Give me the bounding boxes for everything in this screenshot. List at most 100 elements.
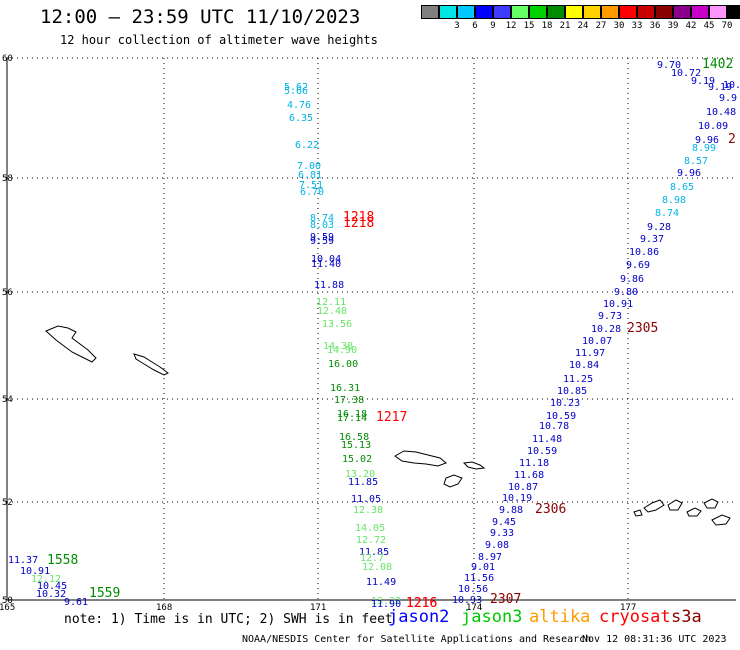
wave-height-label: 8.65 — [670, 182, 694, 193]
island-outline — [711, 514, 731, 526]
wave-height-label: 14.90 — [327, 345, 357, 356]
legend-label: 9 — [490, 21, 496, 31]
wave-height-label: 7.51 — [299, 180, 323, 191]
legend-label: 6 — [472, 21, 478, 31]
page-title: 12:00 – 23:59 UTC 11/10/2023 — [40, 6, 361, 28]
wave-height-label: 5.66 — [284, 86, 308, 97]
wave-height-label: 10.87 — [508, 482, 538, 493]
wave-height-label: 6.70 — [300, 187, 324, 198]
wave-height-label: 11.25 — [563, 374, 593, 385]
wave-height-label: 9.96 — [695, 135, 719, 146]
wave-height-label: 8.99 — [692, 143, 716, 154]
wave-height-label: 12.11 — [316, 297, 346, 308]
wave-height-label: 11.18 — [519, 458, 549, 469]
wave-height-label: 14.05 — [355, 523, 385, 534]
wave-height-label: 16.58 — [339, 432, 369, 443]
island-outline — [394, 450, 447, 467]
coastlines — [45, 325, 731, 526]
satellite-name: altika — [529, 607, 591, 627]
legend-swatch — [439, 5, 457, 19]
wave-height-label: 6.22 — [295, 140, 319, 151]
island-outline — [443, 474, 463, 488]
lon-tick-label: 171 — [310, 603, 326, 613]
wave-height-label: 8.74 — [310, 213, 334, 224]
wave-height-label: 16.00 — [328, 359, 358, 370]
legend-swatch — [727, 5, 740, 19]
wave-height-label: 11.85 — [359, 547, 389, 558]
legend-label: 3 — [454, 21, 460, 31]
pass-time-label: 2 — [728, 132, 736, 147]
wave-height-label: 10.07 — [582, 336, 612, 347]
pass-time-label: 1218 — [343, 216, 374, 231]
legend-swatch — [511, 5, 529, 19]
wave-height-label: 11.40 — [311, 259, 341, 270]
wave-height-label: 13.20 — [345, 469, 375, 480]
wave-height-label: 12.08 — [362, 562, 392, 573]
pass-time-label: 2307 — [490, 592, 521, 607]
wave-height-label: 8.03 — [310, 220, 334, 231]
legend-swatches — [421, 5, 740, 19]
wave-height-label: 10.04 — [311, 254, 341, 265]
pass-time-label: 1402 — [702, 57, 733, 72]
wave-height-label: 10.91 — [20, 566, 50, 577]
wave-height-label: 17.14 — [337, 413, 367, 424]
wave-height-label: 11.68 — [514, 470, 544, 481]
legend-swatch — [673, 5, 691, 19]
legend-label: 27 — [595, 21, 607, 31]
satellite-name: jason3 — [461, 607, 523, 627]
wave-height-label: 9.70 — [657, 60, 681, 71]
wave-height-label: 17.38 — [334, 395, 364, 406]
wave-height-label: 10.72 — [671, 68, 701, 79]
wave-height-label: 9.08 — [485, 540, 509, 551]
satellite-name: s3a — [671, 607, 702, 627]
satellite-name: cryosat — [599, 607, 671, 627]
island-outline — [133, 353, 169, 376]
wave-height-label: 10.59 — [546, 411, 576, 422]
legend-label: 36 — [649, 21, 661, 31]
wave-height-label: 10.78 — [539, 421, 569, 432]
wave-height-label: 9.45 — [492, 517, 516, 528]
island-outline — [45, 325, 97, 363]
wave-height-label: 8.74 — [655, 208, 679, 219]
lon-tick-label: 165 — [0, 603, 15, 613]
wave-height-label: 10.86 — [629, 247, 659, 258]
credit-line: NOAA/NESDIS Center for Satellite Applica… — [242, 634, 592, 645]
island-outline — [633, 509, 643, 517]
legend-label: 24 — [577, 21, 589, 31]
wave-height-label: 11.56 — [464, 573, 494, 584]
wave-height-label: 9.28 — [647, 222, 671, 233]
wave-height-label: 10.93 — [452, 595, 482, 606]
pass-time-label: 1559 — [89, 586, 120, 601]
wave-height-label: 8.97 — [478, 552, 502, 563]
generation-timestamp: Nov 12 08:31:36 UTC 2023 — [582, 634, 727, 645]
wave-height-label: 10. — [723, 80, 740, 91]
legend-swatch — [691, 5, 709, 19]
wave-height-label: 10.19 — [502, 493, 532, 504]
wave-height-label: 9.69 — [626, 260, 650, 271]
wave-height-label: 10.32 — [36, 589, 66, 600]
legend-swatch — [421, 5, 439, 19]
wave-height-label: 10.45 — [37, 581, 67, 592]
wave-height-label: 9.59 — [310, 236, 334, 247]
legend-swatch — [475, 5, 493, 19]
wave-height-label: 10.09 — [698, 121, 728, 132]
legend-label: 39 — [667, 21, 679, 31]
wave-height-label: 7.00 — [297, 161, 321, 172]
wave-height-label: 9.96 — [677, 168, 701, 179]
legend-label: 33 — [631, 21, 643, 31]
satellite-name: jason2 — [388, 607, 450, 627]
legend-swatch — [457, 5, 475, 19]
wave-height-label: 16.18 — [337, 409, 367, 420]
wave-height-label: 11.88 — [314, 280, 344, 291]
legend-swatch — [709, 5, 727, 19]
wave-height-label: 8.57 — [684, 156, 708, 167]
legend-label: 42 — [685, 21, 697, 31]
wave-height-label: 11.37 — [8, 555, 38, 566]
island-outline — [703, 498, 719, 509]
pass-time-label: 1558 — [47, 553, 78, 568]
wave-height-label: 11.48 — [532, 434, 562, 445]
legend-label: 15 — [523, 21, 535, 31]
footnote: note: 1) Time is in UTC; 2) SWH is in fe… — [64, 612, 393, 627]
